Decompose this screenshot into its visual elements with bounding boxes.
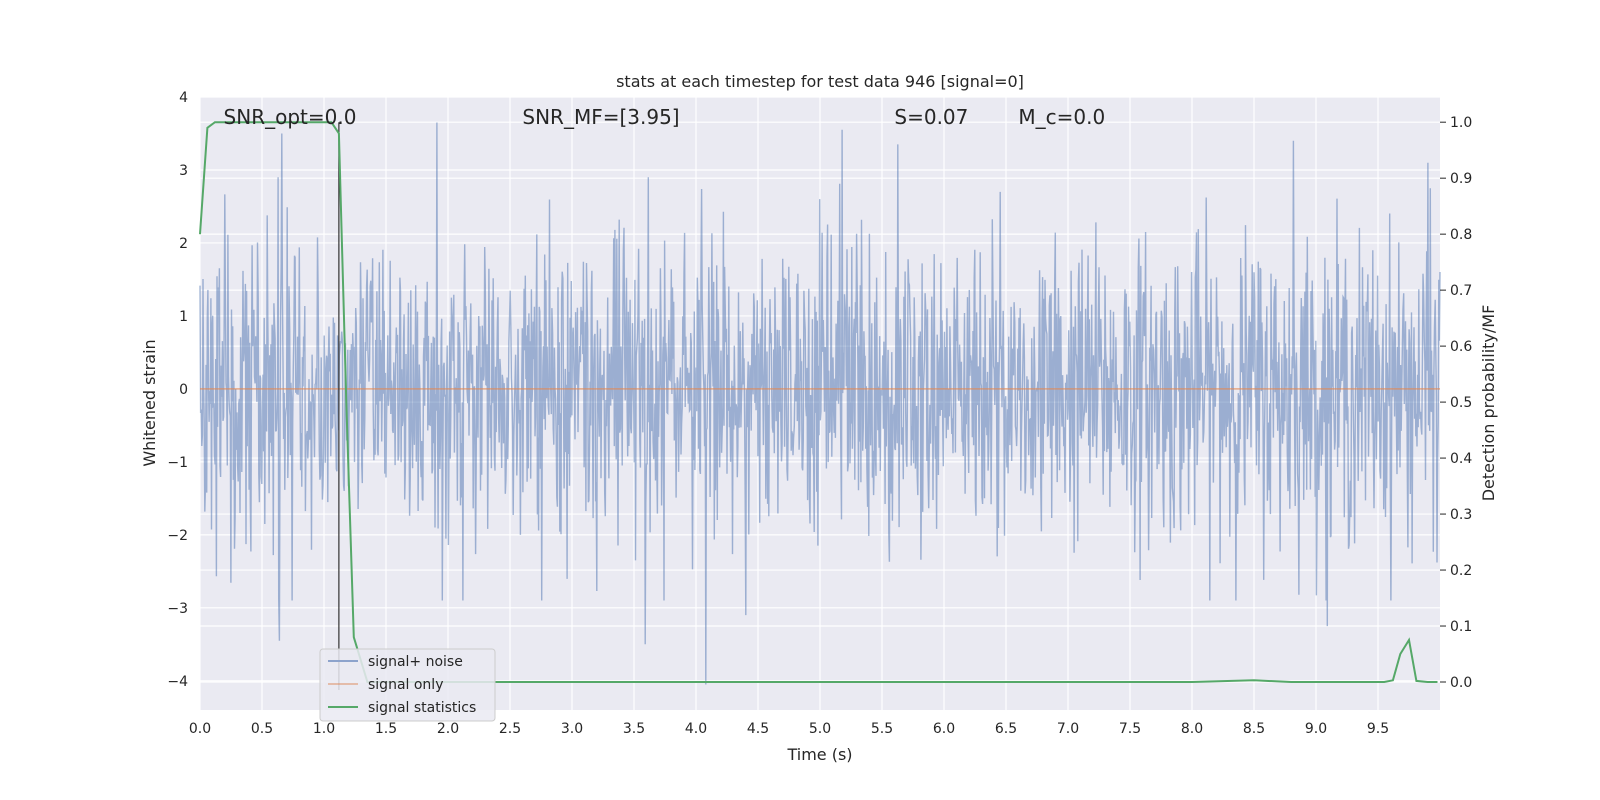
x-tick-11: 5.5 <box>871 721 893 737</box>
y-tick-3: −1 <box>167 455 188 471</box>
y-tick-8: 4 <box>179 90 188 106</box>
x-tick-15: 7.5 <box>1119 721 1141 737</box>
legend-box <box>319 648 496 722</box>
legend-label-signal-statistics: signal statistics <box>368 700 476 716</box>
y-tick-5: 1 <box>179 309 188 325</box>
y-right-tick-8: 0.8 <box>1450 227 1472 243</box>
chart-title: stats at each timestep for test data 946… <box>616 72 1024 91</box>
y-right-tick-9: 0.9 <box>1450 171 1472 187</box>
x-tick-10: 5.0 <box>809 721 831 737</box>
annotation-snr-opt: SNR_opt=0.0 <box>224 105 357 129</box>
y-tick-6: 2 <box>179 236 188 252</box>
x-tick-12: 6.0 <box>933 721 955 737</box>
x-tick-0: 0.0 <box>189 721 211 737</box>
y-right-tick-4: 0.4 <box>1450 451 1472 467</box>
y-tick-2: −2 <box>167 528 188 544</box>
y-right-tick-7: 0.7 <box>1450 283 1472 299</box>
y-axis-label: Whitened strain <box>140 339 159 466</box>
y-right-tick-3: 0.3 <box>1450 507 1472 523</box>
x-tick-7: 3.5 <box>623 721 645 737</box>
x-tick-9: 4.5 <box>747 721 769 737</box>
y-tick-labels: −4 −3 −2 −1 0 1 2 3 4 <box>167 90 188 690</box>
x-tick-4: 2.0 <box>437 721 459 737</box>
x-tick-6: 3.0 <box>561 721 583 737</box>
x-tick-17: 8.5 <box>1243 721 1265 737</box>
annotation-snr-mf: SNR_MF=[3.95] <box>522 105 679 129</box>
legend-label-signal-plus-noise: signal+ noise <box>368 654 463 670</box>
x-axis-label: Time (s) <box>786 745 852 764</box>
annotation-mc: M_c=0.0 <box>1018 105 1105 129</box>
y-right-tick-10: 1.0 <box>1450 115 1472 131</box>
x-tick-19: 9.5 <box>1367 721 1389 737</box>
x-tick-14: 7.0 <box>1057 721 1079 737</box>
y-tick-4: 0 <box>179 382 188 398</box>
y-right-axis-label: Detection probability/MF <box>1479 305 1498 502</box>
y-right-tick-1: 0.1 <box>1450 619 1472 635</box>
x-tick-5: 2.5 <box>499 721 521 737</box>
legend-label-signal-only: signal only <box>368 677 443 693</box>
x-tick-3: 1.5 <box>375 721 397 737</box>
x-tick-13: 6.5 <box>995 721 1017 737</box>
x-tick-2: 1.0 <box>313 721 335 737</box>
y-right-tick-5: 0.5 <box>1450 395 1472 411</box>
series-signal-plus-noise <box>199 122 1441 685</box>
y-right-tick-2: 0.2 <box>1450 563 1472 579</box>
x-tick-16: 8.0 <box>1181 721 1203 737</box>
y-tick-7: 3 <box>179 163 188 179</box>
x-tick-1: 0.5 <box>251 721 273 737</box>
y-right-tick-0: 0.0 <box>1450 675 1472 691</box>
y-right-tick-labels: 0.0 0.1 0.2 0.3 0.4 0.5 0.6 0.7 0.8 0.9 1.0 <box>1440 115 1472 691</box>
x-tick-labels: 0.0 0.5 1.0 1.5 2.0 2.5 3.0 3.5 4.0 4.5 5.0 5.5 6.0 6… <box>189 721 1389 737</box>
x-tick-18: 9.0 <box>1305 721 1327 737</box>
annotation-s: S=0.07 <box>894 105 968 129</box>
x-tick-8: 4.0 <box>685 721 707 737</box>
line-signal-plus-noise <box>199 122 1441 685</box>
y-tick-1: −3 <box>167 601 188 617</box>
y-right-tick-6: 0.6 <box>1450 339 1472 355</box>
legend: signal+ noise signal only signal statist… <box>319 648 496 722</box>
y-tick-0: −4 <box>167 674 188 690</box>
